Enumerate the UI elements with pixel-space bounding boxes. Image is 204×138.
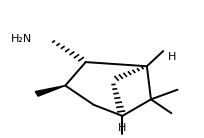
Text: H: H xyxy=(118,123,127,133)
Polygon shape xyxy=(35,86,65,96)
Text: H₂N: H₂N xyxy=(11,34,32,44)
Text: H: H xyxy=(168,52,177,62)
